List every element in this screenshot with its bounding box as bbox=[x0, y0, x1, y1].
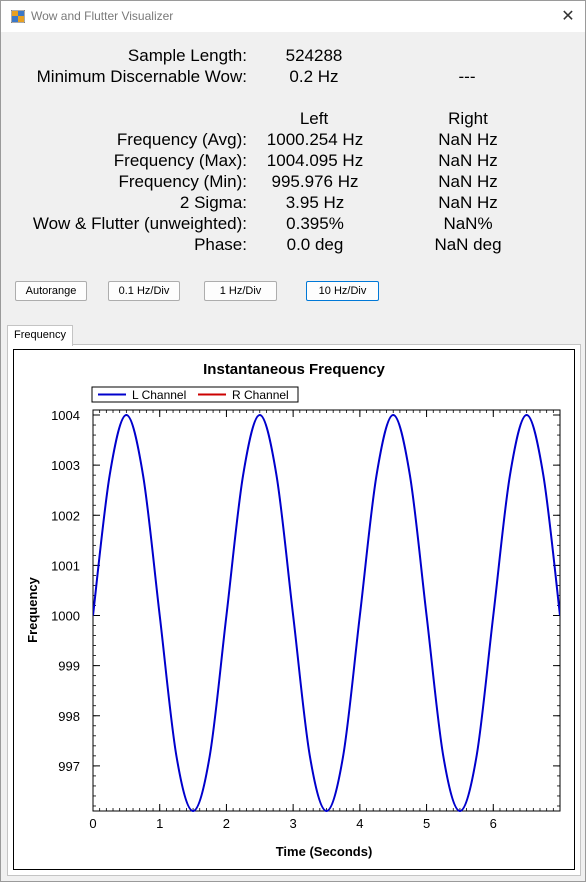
sample-length-value: 524288 bbox=[285, 46, 343, 65]
stat-right-value: NaN% bbox=[443, 214, 493, 233]
min-wow-value: 0.2 Hz bbox=[289, 67, 339, 86]
right-header: Right bbox=[448, 109, 488, 128]
y-tick-label: 998 bbox=[58, 709, 80, 724]
legend-box bbox=[91, 386, 299, 403]
chart-axes: 0 1 2 3 4 5 6 997 998 999 1000 1001 1002 1003 1004 bbox=[51, 408, 561, 831]
plot-frame bbox=[92, 409, 561, 812]
x-axis-label: Time (Seconds) bbox=[276, 844, 373, 859]
y-tick-label: 999 bbox=[58, 659, 80, 674]
sample-length-label: Sample Length: bbox=[127, 46, 247, 65]
stat-label: Frequency (Max): bbox=[113, 151, 247, 170]
y-tick-label: 1001 bbox=[51, 558, 80, 573]
chart-title: Instantaneous Frequency bbox=[203, 361, 385, 378]
stat-left-value: 3.95 Hz bbox=[285, 193, 345, 212]
window-title: Wow and Flutter Visualizer bbox=[31, 9, 174, 23]
stat-right-value: NaN Hz bbox=[438, 193, 498, 212]
stat-left-value: 1000.254 Hz bbox=[266, 130, 364, 149]
chart-legend: L Channel R Channel bbox=[91, 386, 299, 403]
stat-left-value: 995.976 Hz bbox=[271, 172, 359, 191]
min-wow-label: Minimum Discernable Wow: bbox=[36, 67, 247, 86]
autorange-button[interactable]: Autorange bbox=[15, 281, 87, 301]
x-tick-label: 4 bbox=[356, 816, 363, 831]
legend-entry: R Channel bbox=[232, 388, 289, 402]
left-header: Left bbox=[299, 109, 329, 128]
legend-entry: L Channel bbox=[132, 388, 186, 402]
stat-label: Frequency (Avg): bbox=[116, 130, 247, 149]
x-tick-label: 0 bbox=[89, 816, 96, 831]
x-tick-label: 3 bbox=[290, 816, 297, 831]
min-wow-right: --- bbox=[458, 67, 476, 86]
y-tick-label: 1003 bbox=[51, 458, 80, 473]
series-line bbox=[93, 414, 560, 813]
stat-label: 2 Sigma: bbox=[179, 193, 247, 212]
x-tick-label: 1 bbox=[156, 816, 163, 831]
stat-left-value: 0.395% bbox=[286, 214, 344, 233]
x-tick-label: 2 bbox=[223, 816, 230, 831]
y-tick-label: 997 bbox=[58, 759, 80, 774]
stat-label: Phase: bbox=[194, 235, 247, 254]
div-10-hz-button[interactable]: 10 Hz/Div bbox=[306, 281, 379, 301]
stat-right-value: NaN Hz bbox=[438, 151, 498, 170]
chart-container: Instantaneous Frequency 0 1 2 3 4 5 6 997 998 999… bbox=[13, 349, 575, 870]
y-axis-label: Frequency bbox=[25, 576, 40, 643]
stat-label: Wow & Flutter (unweighted): bbox=[32, 214, 247, 233]
frequency-chart: Instantaneous Frequency 0 1 2 3 4 5 6 997 998 999… bbox=[25, 361, 561, 859]
stat-left-value: 1004.095 Hz bbox=[266, 151, 364, 170]
div-1-hz-button[interactable]: 1 Hz/Div bbox=[204, 281, 277, 301]
y-tick-label: 1002 bbox=[51, 508, 80, 523]
stat-left-value: 0.0 deg bbox=[286, 235, 344, 254]
tab-frequency[interactable]: Frequency bbox=[7, 325, 73, 346]
x-tick-label: 6 bbox=[490, 816, 497, 831]
y-tick-label: 1000 bbox=[51, 609, 80, 624]
app-icon bbox=[11, 10, 25, 23]
stat-right-value: NaN Hz bbox=[438, 172, 498, 191]
chart-plot-area bbox=[93, 414, 560, 813]
title-bar[interactable]: Wow and Flutter Visualizer ✕ bbox=[1, 1, 585, 32]
close-icon[interactable]: ✕ bbox=[561, 8, 575, 25]
stat-right-value: NaN Hz bbox=[438, 130, 498, 149]
x-tick-label: 5 bbox=[423, 816, 430, 831]
stat-label: Frequency (Min): bbox=[118, 172, 247, 191]
div-0-1-hz-button[interactable]: 0.1 Hz/Div bbox=[108, 281, 180, 301]
y-tick-label: 1004 bbox=[51, 408, 80, 423]
stat-right-value: NaN deg bbox=[434, 235, 502, 254]
